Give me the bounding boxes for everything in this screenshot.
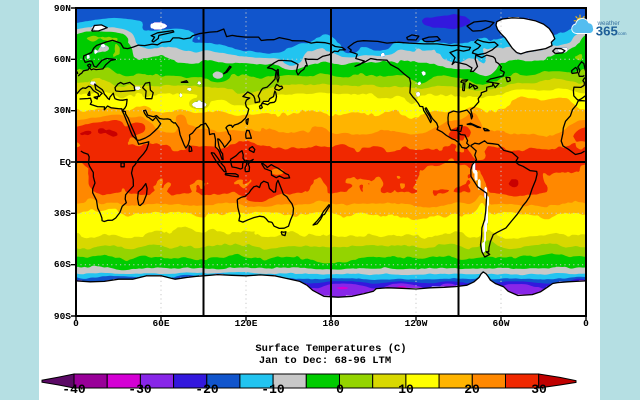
svg-text:365: 365 bbox=[596, 24, 618, 39]
svg-text:.com: .com bbox=[617, 31, 627, 36]
svg-text:weather: weather bbox=[597, 20, 620, 27]
